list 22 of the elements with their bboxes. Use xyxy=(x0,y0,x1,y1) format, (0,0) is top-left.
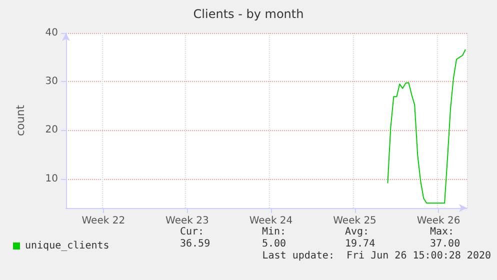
y-tick-label: 30 xyxy=(45,76,58,88)
y-axis-title: count xyxy=(14,104,27,136)
text: Max: xyxy=(430,226,454,238)
x-tick-label: Week 22 xyxy=(82,216,126,226)
x-tick-label: Week 24 xyxy=(249,216,293,226)
text: 5.00 xyxy=(262,238,286,250)
text: Avg: xyxy=(345,226,370,238)
x-tick-label: Week 23 xyxy=(166,216,209,226)
text: Last update: Fri Jun 26 15:00:28 2020 xyxy=(262,250,491,262)
chart-title: Clients - by month xyxy=(193,7,304,21)
text: Cur: xyxy=(180,226,204,238)
text: 36.59 xyxy=(180,238,210,250)
text: 37.00 xyxy=(430,238,460,250)
y-tick-label: 20 xyxy=(45,124,58,136)
y-tick-label: 10 xyxy=(45,173,58,184)
line-series xyxy=(387,49,466,204)
legend-label: unique_clients xyxy=(25,240,110,252)
text: 19.74 xyxy=(345,238,376,250)
text: Min: xyxy=(262,226,286,238)
x-tick-label: Week 26 xyxy=(416,216,460,226)
y-tick-label: 40 xyxy=(45,28,58,38)
x-tick-label: Week 25 xyxy=(333,216,376,226)
